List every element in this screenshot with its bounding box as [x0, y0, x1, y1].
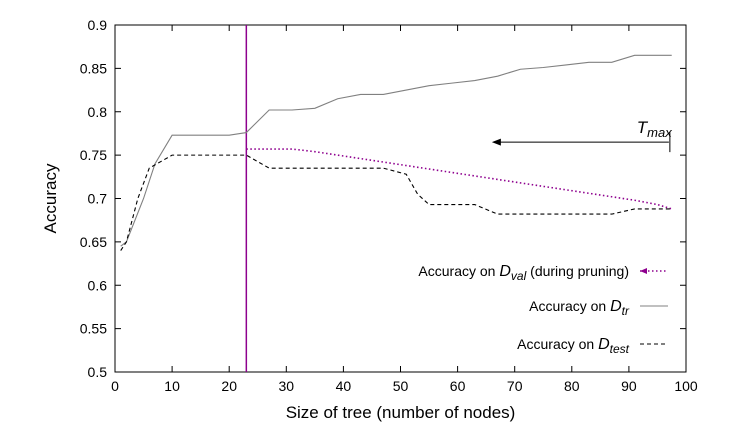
plot-frame — [114, 24, 687, 373]
series-line-val — [246, 148, 672, 210]
y-tick-label: 0.85 — [80, 60, 107, 76]
y-tick-label: 0.55 — [80, 321, 107, 337]
y-tick-label: 0.8 — [88, 104, 108, 120]
y-tick-label: 0.65 — [80, 234, 107, 250]
x-tick-label: 30 — [279, 378, 295, 394]
tmax-arrowhead — [491, 138, 501, 146]
y-tick-label: 0.6 — [88, 277, 108, 293]
x-tick-label: 10 — [164, 378, 180, 394]
x-tick-label: 70 — [507, 378, 523, 394]
y-tick-label: 0.7 — [88, 191, 108, 207]
y-tick-label: 0.5 — [88, 364, 108, 380]
x-tick-label: 0 — [111, 378, 119, 394]
x-tick-label: 80 — [564, 378, 580, 394]
x-tick-label: 60 — [450, 378, 466, 394]
x-axis-title: Size of tree (number of nodes) — [286, 403, 516, 422]
y-axis-title: Accuracy — [41, 163, 60, 233]
legend-arrow-val — [640, 268, 647, 274]
x-tick-label: 50 — [393, 378, 409, 394]
series-line-test — [120, 154, 672, 251]
x-tick-label: 100 — [674, 378, 698, 394]
legend-label-val: Accuracy on Dval (during pruning) — [418, 263, 629, 283]
x-tick-label: 40 — [336, 378, 352, 394]
legend-label-test: Accuracy on Dtest — [517, 336, 630, 356]
series-line-tr — [120, 54, 672, 247]
legend-label-tr: Accuracy on Dtr — [529, 298, 630, 318]
y-tick-label: 0.75 — [80, 147, 107, 163]
x-tick-label: 90 — [621, 378, 637, 394]
y-tick-label: 0.9 — [88, 17, 108, 33]
x-tick-label: 20 — [221, 378, 237, 394]
tmax-label: Tmax — [637, 118, 672, 140]
